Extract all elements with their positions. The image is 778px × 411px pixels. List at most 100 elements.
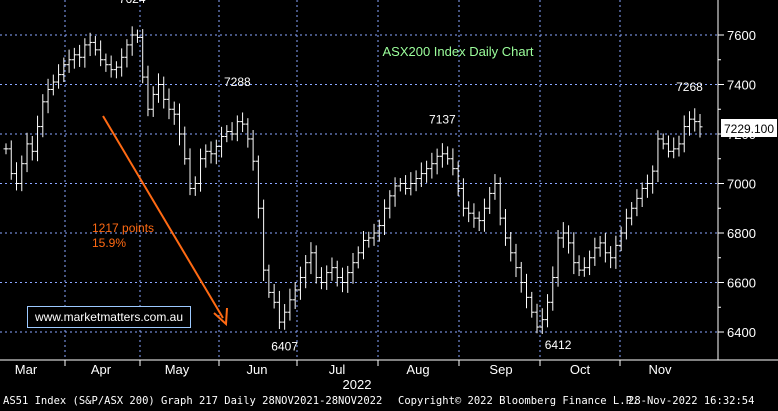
ohlc-bar-10 bbox=[56, 64, 62, 89]
ohlc-bar-109 bbox=[576, 255, 582, 277]
ohlc-bar-131 bbox=[692, 108, 698, 132]
ohlc-bar-68 bbox=[361, 231, 367, 260]
annotation-6412: 6412 bbox=[545, 338, 572, 352]
month-label-nov: Nov bbox=[648, 362, 672, 377]
ohlc-bar-87 bbox=[460, 178, 466, 217]
ohlc-bar-1 bbox=[8, 140, 14, 180]
ohlc-bar-85 bbox=[450, 148, 456, 176]
ohlc-bar-40 bbox=[213, 139, 219, 165]
ohlc-bar-117 bbox=[618, 226, 624, 252]
plot-background bbox=[0, 0, 718, 360]
ohlc-bar-45 bbox=[240, 112, 246, 133]
last-price-tag: 7229.100 bbox=[721, 119, 777, 137]
ohlc-bar-28 bbox=[150, 86, 156, 117]
ohlc-bar-100 bbox=[529, 291, 535, 318]
ohlc-bar-70 bbox=[371, 223, 377, 246]
month-label-apr: Apr bbox=[91, 362, 112, 377]
ohlc-bar-101 bbox=[534, 303, 540, 334]
ohlc-bar-86 bbox=[455, 161, 461, 196]
ohlc-bar-41 bbox=[219, 126, 225, 158]
ohlc-bar-26 bbox=[140, 29, 146, 84]
annotation-7288: 7288 bbox=[224, 75, 251, 89]
footer-copyright: Copyright© 2022 Bloomberg Finance L.P. bbox=[398, 395, 639, 407]
ohlc-bar-53 bbox=[282, 304, 288, 330]
ohlc-bar-69 bbox=[366, 231, 372, 248]
ohlc-bar-24 bbox=[129, 26, 135, 56]
ohlc-bar-15 bbox=[82, 38, 88, 68]
ohlc-bar-46 bbox=[245, 118, 251, 148]
footer-left: AS51 Index (S&P/ASX 200) Graph 217 Daily… bbox=[3, 395, 383, 407]
ohlc-bar-35 bbox=[187, 148, 193, 196]
ohlc-bar-74 bbox=[392, 177, 398, 207]
ohlc-bar-54 bbox=[287, 288, 293, 321]
ohlc-bar-93 bbox=[492, 174, 498, 200]
ohlc-bar-52 bbox=[276, 290, 282, 330]
ohlc-bar-98 bbox=[518, 261, 524, 293]
ohlc-bar-92 bbox=[487, 186, 493, 214]
month-label-aug: Aug bbox=[406, 362, 429, 377]
ohlc-bar-61 bbox=[324, 265, 330, 290]
ohlc-bar-111 bbox=[587, 250, 593, 276]
x-axis-ticks: Mar Apr May Jun Jul Aug Sep Oct Nov bbox=[15, 360, 672, 377]
ohlc-bar-97 bbox=[513, 243, 519, 278]
ohlc-bar-76 bbox=[403, 175, 409, 195]
ohlc-bar-31 bbox=[166, 88, 172, 120]
footer-timestamp: 28-Nov-2022 16:32:54 bbox=[628, 395, 755, 407]
ohlc-bar-39 bbox=[208, 141, 214, 164]
ohlc-bar-30 bbox=[161, 76, 167, 109]
x-axis-year-label: 2022 bbox=[343, 377, 372, 392]
ohlc-bar-62 bbox=[329, 257, 335, 281]
ohlc-bar-88 bbox=[466, 201, 472, 223]
y-tick-label-7600: 7600 bbox=[727, 28, 756, 43]
ohlc-bar-67 bbox=[355, 246, 361, 269]
ohlc-bar-77 bbox=[408, 172, 414, 196]
svg-text:7229.100: 7229.100 bbox=[724, 122, 774, 136]
ohlc-bar-0 bbox=[3, 143, 9, 155]
price-annotations: 7624 7288 6407 7137 6412 7268 bbox=[119, 0, 703, 353]
month-label-sep: Sep bbox=[489, 362, 512, 377]
price-bars bbox=[3, 26, 703, 334]
y-tick-label-7000: 7000 bbox=[727, 177, 756, 192]
asx200-daily-chart: 6400660068007000720074007600 MarAprMayJu… bbox=[0, 0, 778, 392]
ohlc-bar-33 bbox=[177, 103, 182, 146]
ohlc-bar-91 bbox=[481, 198, 487, 232]
ohlc-bar-96 bbox=[508, 232, 514, 262]
ohlc-bar-79 bbox=[418, 162, 424, 187]
annotation-7268: 7268 bbox=[676, 80, 703, 94]
ohlc-bar-42 bbox=[224, 125, 230, 143]
ohlc-bar-51 bbox=[271, 283, 277, 309]
ohlc-bar-43 bbox=[229, 122, 235, 141]
ohlc-bar-29 bbox=[155, 73, 161, 103]
ohlc-bar-78 bbox=[413, 170, 419, 192]
ohlc-bar-63 bbox=[334, 260, 340, 287]
annotation-7137: 7137 bbox=[429, 113, 456, 127]
ohlc-bar-121 bbox=[639, 182, 645, 208]
ohlc-bar-119 bbox=[629, 202, 635, 226]
ohlc-bar-11 bbox=[61, 57, 67, 83]
ohlc-bar-116 bbox=[613, 235, 619, 269]
ohlc-bar-108 bbox=[571, 232, 577, 275]
month-label-jul: Jul bbox=[329, 362, 346, 377]
ohlc-bar-113 bbox=[597, 235, 603, 257]
ohlc-bar-49 bbox=[261, 199, 267, 282]
annotation-7624: 7624 bbox=[119, 0, 146, 6]
ohlc-bar-2 bbox=[14, 162, 20, 191]
ohlc-bar-83 bbox=[439, 143, 445, 168]
ohlc-bar-21 bbox=[113, 61, 119, 79]
chart-title: ASX200 Index Daily Chart bbox=[382, 44, 533, 59]
ohlc-bar-23 bbox=[124, 39, 130, 68]
ohlc-bar-8 bbox=[45, 78, 51, 114]
ohlc-bar-128 bbox=[676, 135, 682, 157]
decline-percent-label: 15.9% bbox=[92, 236, 126, 250]
ohlc-bar-7 bbox=[40, 94, 46, 138]
ohlc-bar-22 bbox=[119, 48, 125, 77]
ohlc-bar-34 bbox=[182, 126, 188, 165]
ohlc-bar-13 bbox=[71, 47, 77, 69]
ohlc-bar-38 bbox=[203, 144, 209, 168]
ohlc-bar-124 bbox=[655, 130, 661, 183]
ohlc-bar-37 bbox=[198, 148, 204, 192]
ohlc-bar-50 bbox=[266, 264, 272, 298]
ohlc-bar-125 bbox=[660, 133, 666, 150]
footer-bar: AS51 Index (S&P/ASX 200) Graph 217 Daily… bbox=[0, 393, 778, 411]
ohlc-bar-64 bbox=[339, 267, 345, 293]
